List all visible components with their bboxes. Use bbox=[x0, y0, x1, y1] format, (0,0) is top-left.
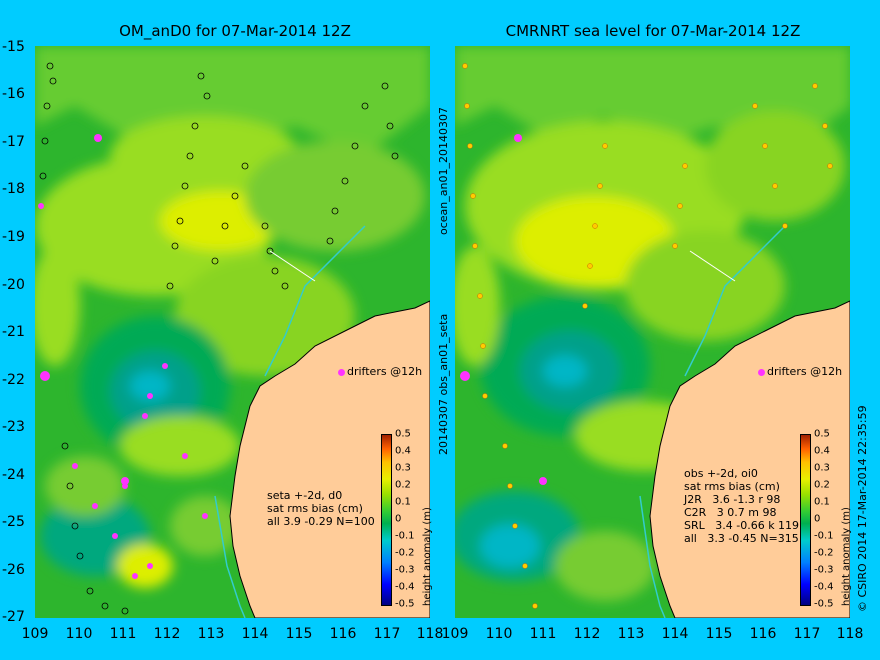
credit-label: © CSIRO 2014 17-Mar-2014 22:35:59 bbox=[856, 405, 869, 612]
y-tick: -26 bbox=[2, 562, 25, 578]
x-tick: 118 bbox=[836, 626, 864, 642]
colorbar-label: 0.4 bbox=[814, 445, 830, 457]
x-tick: 116 bbox=[329, 626, 357, 642]
y-tick: -15 bbox=[2, 39, 25, 55]
y-tick: -22 bbox=[2, 372, 25, 388]
x-tick: 113 bbox=[197, 626, 225, 642]
x-tick: 116 bbox=[749, 626, 777, 642]
right-drifter-legend: drifters @12h bbox=[758, 365, 842, 378]
x-tick: 111 bbox=[529, 626, 557, 642]
x-tick: 109 bbox=[441, 626, 469, 642]
colorbar-label: -0.1 bbox=[814, 530, 834, 542]
x-tick: 110 bbox=[65, 626, 93, 642]
colorbar-gradient bbox=[800, 434, 811, 606]
colorbar-label: -0.2 bbox=[814, 547, 834, 559]
colorbar-label: -0.5 bbox=[814, 598, 834, 610]
right-map-panel[interactable] bbox=[455, 46, 850, 618]
y-tick: -17 bbox=[2, 134, 25, 150]
y-tick: -25 bbox=[2, 514, 25, 530]
colorbar-label: -0.3 bbox=[395, 564, 415, 576]
colorbar-title: height anomaly (m) bbox=[422, 507, 433, 606]
colorbar-label: -0.3 bbox=[814, 564, 834, 576]
colorbar-label: 0.3 bbox=[814, 462, 830, 474]
left-drifter-legend: drifters @12h bbox=[338, 365, 422, 378]
y-tick: -16 bbox=[2, 86, 25, 102]
stats-line: all 3.3 -0.45 N=315 bbox=[684, 532, 799, 545]
colorbar-label: -0.1 bbox=[395, 530, 415, 542]
x-tick: 112 bbox=[573, 626, 601, 642]
right-stats-box: obs +-2d, oi0 sat rms bias (cm) J2R 3.6 … bbox=[684, 467, 799, 545]
land-area bbox=[229, 300, 430, 618]
y-tick: -24 bbox=[2, 467, 25, 483]
y-tick: -19 bbox=[2, 229, 25, 245]
x-tick: 109 bbox=[21, 626, 49, 642]
colorbar-label: 0.1 bbox=[395, 496, 411, 508]
x-tick: 118 bbox=[416, 626, 444, 642]
y-tick: -27 bbox=[2, 609, 25, 625]
x-tick: 117 bbox=[793, 626, 821, 642]
colorbar-title: height anomaly (m) bbox=[841, 507, 852, 606]
x-tick: 113 bbox=[617, 626, 645, 642]
y-tick: -20 bbox=[2, 277, 25, 293]
colorbar-label: 0.2 bbox=[395, 479, 411, 491]
upper-side-label: ocean_an01_20140307 bbox=[437, 107, 450, 235]
left-map-canvas bbox=[35, 46, 430, 618]
left-stats-box: seta +-2d, d0 sat rms bias (cm) all 3.9 … bbox=[267, 489, 375, 528]
colorbar-label: -0.5 bbox=[395, 598, 415, 610]
y-tick: -18 bbox=[2, 181, 25, 197]
right-map-title: CMRNRT sea level for 07-Mar-2014 12Z bbox=[505, 22, 801, 40]
x-tick: 112 bbox=[153, 626, 181, 642]
stats-line: sat rms bias (cm) bbox=[684, 480, 780, 493]
stats-line: obs +-2d, oi0 bbox=[684, 467, 758, 480]
y-tick: -21 bbox=[2, 324, 25, 340]
right-map-canvas bbox=[455, 46, 850, 618]
colorbar-label: 0 bbox=[814, 513, 821, 525]
colorbar-label: 0.2 bbox=[814, 479, 830, 491]
stats-line: sat rms bias (cm) bbox=[267, 502, 363, 515]
colorbar-label: 0.1 bbox=[814, 496, 830, 508]
colorbar-label: 0.4 bbox=[395, 445, 411, 457]
stats-line: seta +-2d, d0 bbox=[267, 489, 343, 502]
left-map-panel[interactable] bbox=[35, 46, 430, 618]
colorbar-label: 0.5 bbox=[814, 428, 830, 440]
stats-line: SRL 3.4 -0.66 k 119 bbox=[684, 519, 800, 532]
stats-line: J2R 3.6 -1.3 r 98 bbox=[684, 493, 781, 506]
colorbar-label: 0.3 bbox=[395, 462, 411, 474]
x-tick: 117 bbox=[373, 626, 401, 642]
colorbar-label: 0 bbox=[395, 513, 402, 525]
colorbar-label: -0.4 bbox=[395, 581, 415, 593]
left-map-title: OM_anD0 for 07-Mar-2014 12Z bbox=[119, 22, 351, 40]
stats-line: C2R 3 0.7 m 98 bbox=[684, 506, 777, 519]
x-tick: 110 bbox=[485, 626, 513, 642]
colorbar-label: -0.2 bbox=[395, 547, 415, 559]
x-tick: 114 bbox=[661, 626, 689, 642]
x-tick: 115 bbox=[705, 626, 733, 642]
colorbar-gradient bbox=[381, 434, 392, 606]
lower-side-label: 20140307 obs_an01_seta bbox=[437, 313, 450, 455]
stats-line: all 3.9 -0.29 N=100 bbox=[267, 515, 375, 528]
x-tick: 114 bbox=[241, 626, 269, 642]
y-tick: -23 bbox=[2, 419, 25, 435]
colorbar-label: -0.4 bbox=[814, 581, 834, 593]
x-tick: 115 bbox=[285, 626, 313, 642]
colorbar-label: 0.5 bbox=[395, 428, 411, 440]
x-tick: 111 bbox=[109, 626, 137, 642]
